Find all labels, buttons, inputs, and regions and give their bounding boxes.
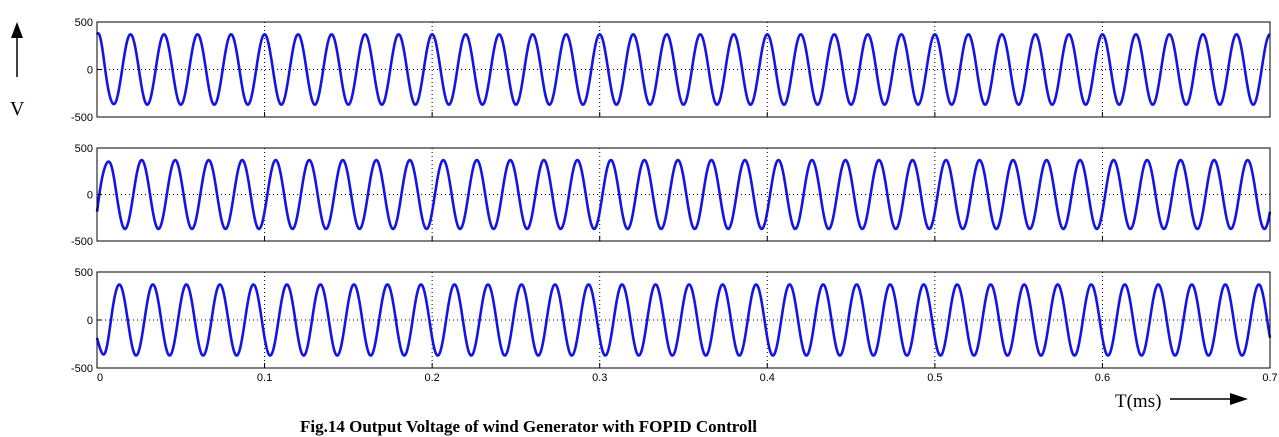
y-axis-label: V bbox=[10, 98, 25, 120]
series-line-phase-a bbox=[95, 32, 1272, 106]
x-tick-label: 0.1 bbox=[257, 372, 272, 384]
subplot-phase-c: 500 0 -500 0 0.1 0.2 0.3 0.4 0.5 0.6 0.7 bbox=[71, 267, 1278, 384]
x-tick-label: 0.4 bbox=[760, 372, 775, 384]
series-line-phase-c bbox=[95, 283, 1272, 357]
x-axis-label: T(ms) bbox=[1115, 391, 1161, 412]
x-tick-label: 0.5 bbox=[927, 372, 942, 384]
plot-area: 500 0 -500 500 0 -500 500 0 -500 0 0.1 0.2 0.3 0.4 0.5… bbox=[71, 17, 1278, 384]
x-tick-label: 0.7 bbox=[1262, 372, 1277, 384]
x-arrow bbox=[1170, 393, 1248, 405]
y-tick-label: -500 bbox=[71, 363, 93, 375]
x-tick-label: 0.6 bbox=[1095, 372, 1110, 384]
figure-caption: Fig.14 Output Voltage of wind Generator … bbox=[300, 417, 757, 436]
y-tick-label: 500 bbox=[75, 267, 93, 279]
x-tick-label: 0.3 bbox=[592, 372, 607, 384]
subplot-phase-b: 500 0 -500 bbox=[71, 143, 1272, 248]
y-tick-label: 0 bbox=[87, 65, 93, 77]
x-tick-label: 0 bbox=[97, 372, 103, 384]
series-line-phase-b bbox=[95, 158, 1272, 231]
y-tick-label: 500 bbox=[75, 143, 93, 155]
x-tick-label: 0.2 bbox=[424, 372, 439, 384]
y-tick-label: 0 bbox=[87, 315, 93, 327]
subplot-phase-a: 500 0 -500 bbox=[71, 17, 1272, 124]
y-tick-label: 0 bbox=[87, 190, 93, 202]
y-tick-label: 500 bbox=[75, 17, 93, 29]
y-tick-label: -500 bbox=[71, 236, 93, 248]
y-tick-label: -500 bbox=[71, 112, 93, 124]
y-arrow bbox=[11, 22, 23, 77]
